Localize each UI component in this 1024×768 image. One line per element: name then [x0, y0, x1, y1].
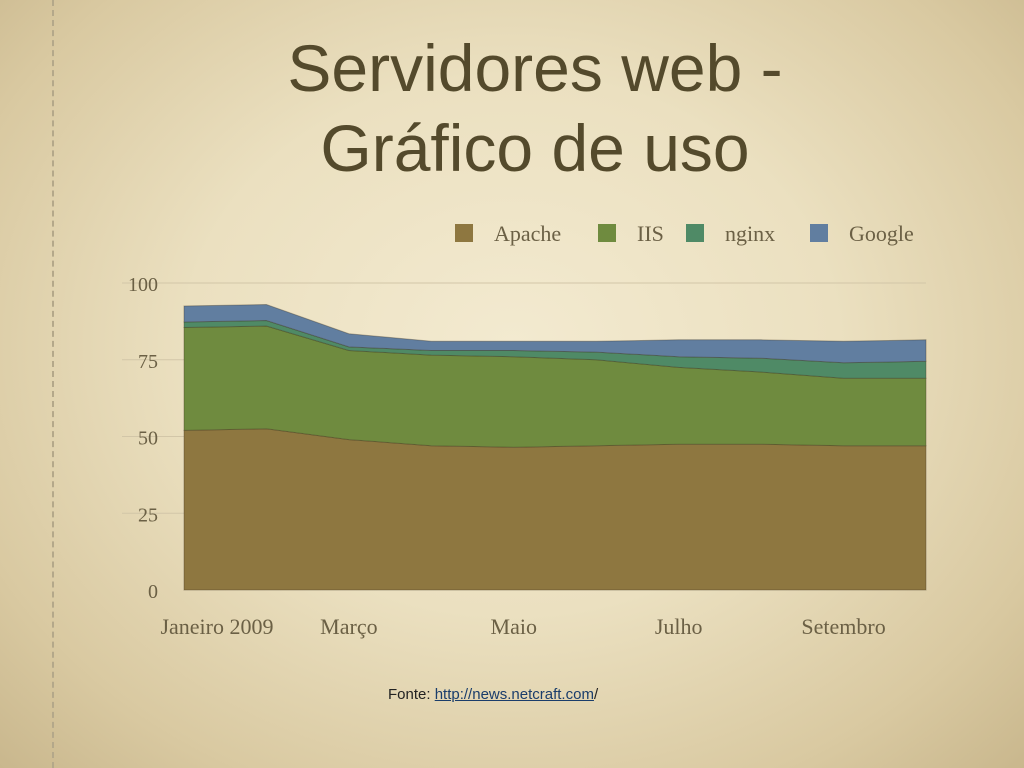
- legend-label: Google: [849, 221, 914, 246]
- title-line-2: Gráfico de uso: [320, 111, 750, 185]
- area-series: [183, 303, 927, 591]
- legend-item-iis: IIS: [598, 221, 664, 246]
- source-caption: Fonte: http://news.netcraft.com/: [388, 686, 598, 703]
- x-tick-label: Julho: [655, 614, 703, 639]
- axis-labels: 0 25 50 75 100 Janeiro 2009 Março Maio Julho Sete…: [128, 274, 886, 639]
- y-tick-label: 0: [148, 581, 158, 603]
- x-tick-label: Janeiro 2009: [160, 614, 273, 639]
- legend-swatch: [598, 224, 616, 242]
- slide-edge-line: [52, 0, 54, 768]
- x-tick-label: Setembro: [801, 614, 885, 639]
- source-link[interactable]: http://news.netcraft.com: [434, 686, 594, 703]
- legend-swatch: [686, 224, 704, 242]
- x-tick-label: Março: [320, 614, 377, 639]
- legend-item-apache: Apache: [455, 221, 561, 246]
- legend-item-google: Google: [810, 221, 914, 246]
- source-label: Fonte:: [388, 686, 435, 703]
- legend-label: IIS: [637, 221, 664, 246]
- legend-label: nginx: [725, 221, 775, 246]
- y-tick-label: 25: [138, 504, 158, 526]
- legend-swatch: [810, 224, 828, 242]
- y-tick-label: 75: [138, 351, 158, 373]
- y-tick-label: 50: [138, 428, 158, 450]
- slide-title: Servidores web - Gráfico de uso: [200, 28, 870, 188]
- area-apache: [183, 428, 927, 591]
- title-line-1: Servidores web -: [287, 31, 783, 105]
- source-suffix: /: [593, 686, 599, 703]
- legend-label: Apache: [494, 221, 561, 246]
- legend-item-nginx: nginx: [686, 221, 775, 246]
- legend-swatch: [455, 224, 473, 242]
- legend: Apache IIS nginx Google: [455, 221, 914, 246]
- y-tick-label: 100: [128, 274, 158, 296]
- x-tick-label: Maio: [491, 614, 537, 639]
- area-google: [183, 303, 927, 364]
